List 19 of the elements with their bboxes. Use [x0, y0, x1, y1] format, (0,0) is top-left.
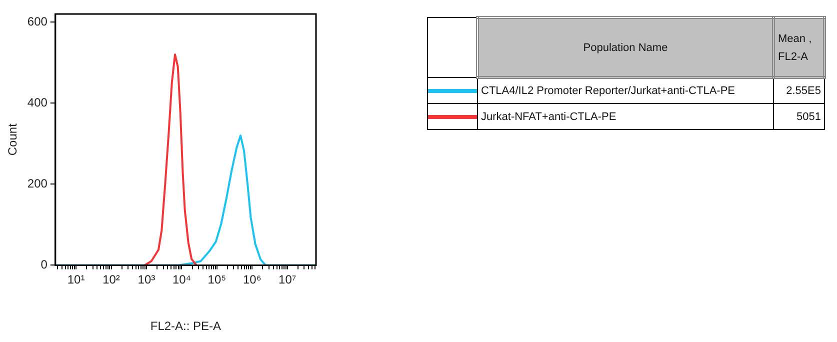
text: Mean , FL2-A [774, 18, 824, 78]
x-tick-label: 10⁴ [172, 272, 191, 287]
y-tick-label: 400 [27, 95, 48, 110]
y-axis-title: Count [6, 122, 20, 156]
y-tick-label: 200 [27, 176, 48, 190]
text: 2.55E5 [774, 78, 824, 104]
x-tick-label: 10⁷ [278, 272, 296, 287]
x-axis-title: FL2-A:: PE-A [150, 319, 222, 334]
x-tick-label: 10¹ [67, 272, 85, 287]
y-tick-label: 600 [27, 14, 48, 28]
legend-label: CTLA4/IL2 Promoter Reporter/Jurkat+anti-CTLA-PE [478, 78, 774, 104]
x-tick-label: 10³ [138, 272, 156, 287]
x-tick-label: 10² [102, 272, 120, 287]
x-tick-label: 10⁵ [208, 272, 226, 287]
text: Population Name [478, 18, 774, 78]
y-tick-label: 0 [40, 258, 48, 272]
legend-label: Jurkat-NFAT+anti-CTLA-PE [478, 104, 774, 130]
x-tick-label: 10⁶ [242, 272, 262, 287]
text: 5051 [774, 104, 824, 130]
